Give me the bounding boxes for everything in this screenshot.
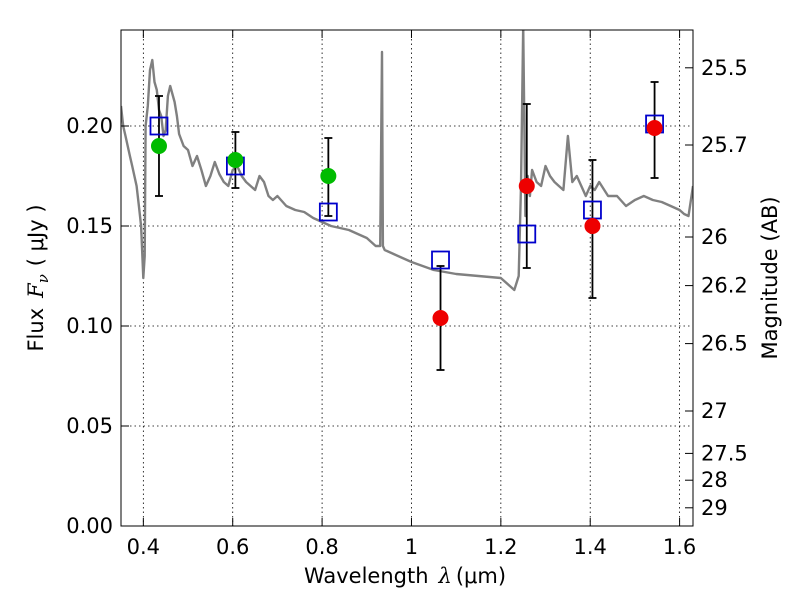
x-tick-label: 0.6: [216, 535, 249, 559]
x-tick-label: 1.2: [484, 535, 517, 559]
x-axis-label: Wavelength λ (μm): [304, 564, 506, 588]
y2-axis-label: Magnitude (AB): [758, 196, 782, 359]
plot-area: [121, 30, 693, 371]
x-tick-label: 1.6: [663, 535, 696, 559]
model-photometry-marker: [431, 250, 450, 270]
x-tick-label: 1.4: [574, 535, 607, 559]
red-detection-point: [432, 310, 449, 326]
magnitude-tick-label: 26.5: [701, 332, 748, 356]
magnitude-tick-label: 27: [701, 399, 728, 423]
model-photometry-marker: [149, 116, 169, 136]
magnitude-tick-label: 29: [701, 496, 728, 520]
y-axis-label: FluxFν( μJy ): [24, 204, 52, 351]
green-detection-point: [320, 168, 337, 184]
data-points: [149, 114, 664, 326]
y-tick-label: 0.05: [66, 414, 113, 438]
x-tick-label: 0.4: [127, 535, 160, 559]
green-detection-point: [227, 152, 244, 168]
red-detection-point: [584, 218, 601, 234]
magnitude-tick-label: 25.7: [701, 133, 748, 157]
y-tick-label: 0.00: [66, 514, 113, 538]
y-tick-label: 0.20: [66, 114, 113, 138]
model-photometry-marker: [318, 202, 338, 222]
y-tick-label: 0.15: [66, 214, 113, 238]
model-photometry-marker: [517, 224, 537, 244]
red-detection-point: [646, 120, 663, 136]
magnitude-tick-label: 28: [701, 468, 728, 492]
magnitude-tick-label: 25.5: [701, 56, 748, 80]
x-tick-label: 1: [405, 535, 418, 559]
plot-frame: [120, 29, 694, 527]
green-detection-point: [150, 138, 167, 154]
magnitude-tick-label: 27.5: [701, 441, 748, 465]
magnitude-tick-label: 26: [701, 225, 728, 249]
magnitude-tick-label: 26.2: [701, 274, 748, 298]
y-tick-label: 0.10: [66, 314, 113, 338]
red-detection-point: [518, 178, 535, 194]
x-tick-label: 0.8: [305, 535, 338, 559]
axis-ticks: 0.4 0.6 0.8 1 1.2 1.4 1.6 0.00 0.05 0.10 0.15 0.20 2…: [66, 30, 748, 559]
